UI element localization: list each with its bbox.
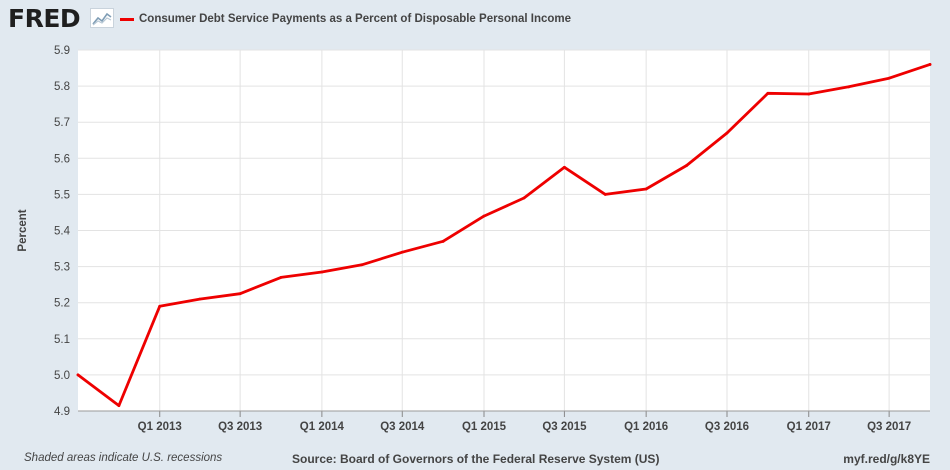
data-point <box>847 85 851 89</box>
data-point <box>725 131 729 135</box>
legend: Consumer Debt Service Payments as a Perc… <box>120 11 571 27</box>
x-tick-label: Q1 2017 <box>787 421 831 433</box>
x-tick-label: Q1 2016 <box>624 421 668 433</box>
y-tick-label: 5.3 <box>54 262 70 274</box>
data-point <box>441 239 445 243</box>
data-point <box>807 92 811 96</box>
y-tick-label: 5.0 <box>54 370 70 382</box>
data-point <box>238 292 242 296</box>
y-tick-label: 5.6 <box>54 153 70 165</box>
data-point <box>198 297 202 301</box>
x-tick-label: Q1 2015 <box>462 421 507 433</box>
data-point <box>400 250 404 254</box>
data-point <box>482 214 486 218</box>
legend-swatch <box>120 17 134 21</box>
y-tick-label: 5.9 <box>54 45 70 57</box>
y-tick-label: 5.4 <box>54 226 71 238</box>
data-point <box>685 164 688 167</box>
data-point <box>928 63 932 66</box>
data-point <box>279 276 283 279</box>
y-tick-label: 5.7 <box>54 117 70 129</box>
line-chart: 4.9 5.0 5.1 5.2 5.3 5.4 5.5 5.6 5.7 5.8 5.9 Q1 2013… <box>17 45 932 433</box>
y-tick-label: 4.9 <box>54 406 70 418</box>
data-point <box>766 91 770 95</box>
x-tick-label: Q3 2016 <box>705 421 749 433</box>
data-point <box>522 196 526 200</box>
data-point <box>117 404 121 407</box>
data-point <box>603 193 607 196</box>
data-point <box>644 187 648 191</box>
y-tick-label: 5.1 <box>54 334 70 346</box>
data-point <box>158 304 162 308</box>
chart-title: Consumer Debt Service Payments as a Perc… <box>139 13 572 25</box>
fred-logo: FRED <box>8 4 81 33</box>
data-point <box>360 263 364 267</box>
source-note: Source: Board of Governors of the Federa… <box>292 452 660 466</box>
x-tick-label: Q1 2014 <box>300 421 345 433</box>
x-tick-label: Q3 2014 <box>380 421 425 433</box>
recession-note: Shaded areas indicate U.S. recessions <box>24 452 223 464</box>
data-point <box>320 270 324 274</box>
y-tick-label: 5.5 <box>54 189 70 201</box>
data-point <box>563 165 566 169</box>
data-point <box>76 373 80 377</box>
x-tick-label: Q3 2015 <box>542 421 587 433</box>
short-link[interactable]: myf.red/g/k8YE <box>843 452 930 466</box>
y-tick-label: 5.2 <box>54 298 70 310</box>
x-tick-label: Q3 2017 <box>867 421 911 433</box>
y-axis-label: Percent <box>17 209 29 251</box>
fred-graph-icon <box>90 8 114 28</box>
series-line <box>76 63 932 408</box>
x-tick-label: Q3 2013 <box>218 421 262 433</box>
data-point <box>887 76 891 80</box>
x-tick-label: Q1 2013 <box>138 421 182 433</box>
y-tick-label: 5.8 <box>54 81 70 93</box>
